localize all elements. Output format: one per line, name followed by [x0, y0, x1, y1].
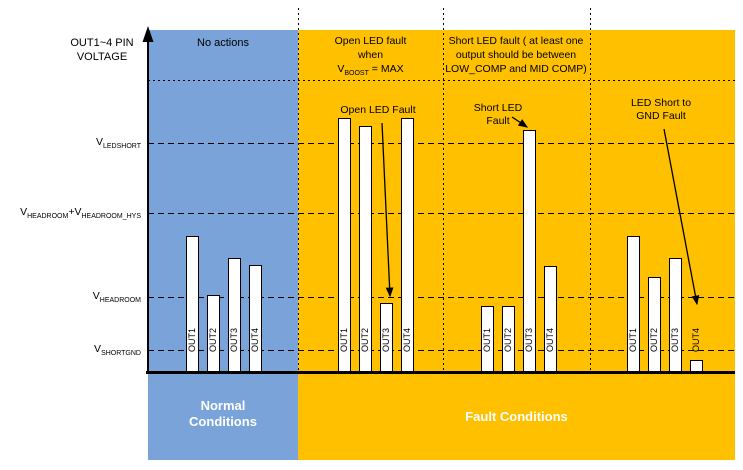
- y-axis-title: OUT1~4 PIN VOLTAGE: [58, 36, 146, 64]
- section-divider-short-gnd: [590, 8, 591, 372]
- annotation-open-led-fault: Open LED Fault: [340, 104, 416, 116]
- annotation-gnd-line2: GND Fault: [636, 110, 686, 122]
- short-led-header-line2: output should be between: [455, 49, 577, 61]
- short-led-header-line3: LOW_COMP and MID COMP): [445, 63, 587, 75]
- y-axis-title-line1: OUT1~4 PIN: [70, 37, 134, 49]
- fault-conditions-footer: Fault Conditions: [465, 409, 568, 424]
- short-led-fault-header: Short LED fault ( at least one output sh…: [438, 34, 594, 76]
- annotation-gnd-line1: LED Short to: [630, 97, 692, 109]
- bar-label-open-led-fault-out1: OUT1: [339, 327, 349, 352]
- bar-label-open-led-fault-out2: OUT2: [360, 327, 370, 352]
- baseline: [146, 371, 735, 374]
- section-divider-open-short: [443, 8, 444, 372]
- bar-label-normal-conditions-out3: OUT3: [229, 327, 239, 352]
- y-axis-line: [147, 38, 149, 372]
- open-led-fault-header: Open LED fault when VBOOST = MAX: [300, 34, 441, 81]
- open-led-header-line1: Open LED fault: [334, 35, 407, 47]
- vboost-rest: = MAX: [368, 63, 404, 75]
- normal-conditions-region: [148, 30, 298, 460]
- level-line: [148, 350, 735, 351]
- section-divider-normal-fault: [298, 8, 299, 372]
- annotation-gnd-short-fault: LED Short to GND Fault: [616, 97, 706, 123]
- annotation-short-led-line2: Fault: [486, 115, 510, 127]
- vboost-main: V: [337, 63, 345, 75]
- annotation-short-led-fault: Short LED Fault: [460, 102, 536, 128]
- annotation-short-led-line1: Short LED: [473, 102, 523, 114]
- normal-footer-line1: Normal: [200, 398, 246, 413]
- level-line: [148, 143, 735, 144]
- bar-label-gnd-short-fault-out1: OUT1: [628, 327, 638, 352]
- no-actions-label: No actions: [197, 37, 249, 49]
- bar-label-open-led-fault-out3: OUT3: [381, 327, 391, 352]
- bar-label-short-led-fault-out4: OUT4: [545, 327, 555, 352]
- level-label: VHEADROOM: [92, 290, 141, 305]
- bar-label-gnd-short-fault-out4: OUT4: [691, 327, 701, 352]
- y-axis-title-line2: VOLTAGE: [76, 51, 128, 63]
- level-label: VSHORTGND: [94, 343, 141, 358]
- bar-label-gnd-short-fault-out2: OUT2: [649, 327, 659, 352]
- bar-label-short-led-fault-out3: OUT3: [524, 327, 534, 352]
- open-led-header-line2: when: [357, 49, 384, 61]
- level-line: [148, 297, 735, 298]
- bar-label-gnd-short-fault-out3: OUT3: [670, 327, 680, 352]
- bar-label-normal-conditions-out4: OUT4: [250, 327, 260, 352]
- normal-conditions-footer: Normal Conditions: [148, 398, 298, 430]
- normal-footer-line2: Conditions: [189, 414, 257, 429]
- level-label: VLEDSHORT: [95, 136, 141, 151]
- bar-label-normal-conditions-out2: OUT2: [208, 327, 218, 352]
- vboost-sub: BOOST: [344, 70, 369, 78]
- bar-label-short-led-fault-out1: OUT1: [482, 327, 492, 352]
- bar-label-open-led-fault-out4: OUT4: [402, 327, 412, 352]
- level-line: [148, 213, 735, 214]
- bar-label-normal-conditions-out1: OUT1: [187, 327, 197, 352]
- short-led-header-line1: Short LED fault ( at least one: [448, 35, 584, 47]
- bar-label-short-led-fault-out2: OUT2: [503, 327, 513, 352]
- boost-max-dotted-line: [148, 80, 735, 81]
- level-label: VHEADROOM+VHEADROOM_HYS: [20, 206, 141, 221]
- open-led-header-line3: VBOOST = MAX: [300, 62, 441, 81]
